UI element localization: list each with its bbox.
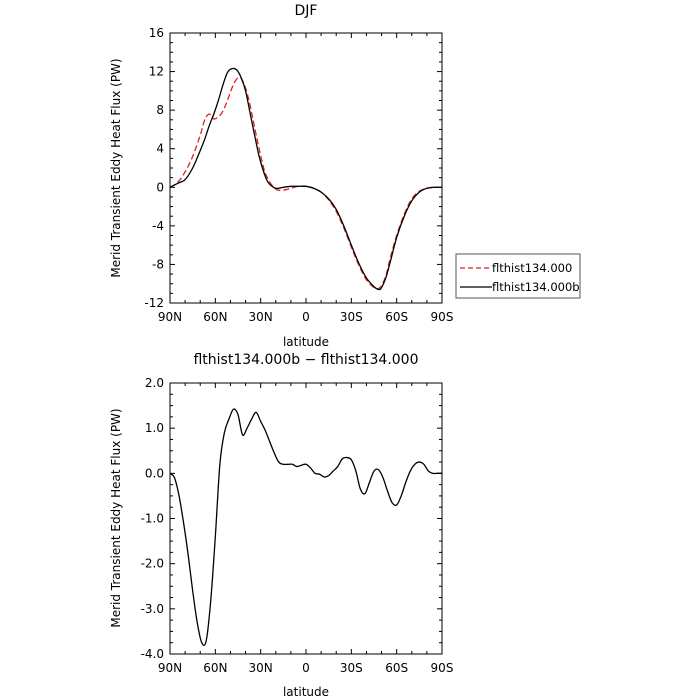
bottom-y-tick-label-6: 2.0 [145,376,164,390]
bottom-x-tick-labels: 90N 60N 30N 0 30S 60S 90S [158,661,454,675]
bottom-x-axis-label: latitude [283,685,329,699]
top-x-tick-label-2: 30N [249,310,273,324]
top-y-tick-label-1: -8 [152,257,164,271]
legend-label-series-1: flthist134.000 [492,261,572,275]
top-x-axis-label: latitude [283,335,329,349]
bottom-plot-frame [169,382,443,655]
bottom-y-tick-label-3: -1.0 [141,512,164,526]
bottom-y-tick-label-1: -3.0 [141,602,164,616]
bottom-series-lines [169,408,443,647]
top-x-tick-labels: 90N 60N 30N 0 30S 60S 90S [158,310,454,324]
bottom-y-tick-label-0: -4.0 [141,647,164,661]
bottom-x-tick-label-1: 60N [203,661,227,675]
top-y-tick-label-3: 0 [156,180,164,194]
bottom-x-tick-label-6: 90S [431,661,454,675]
legend: flthist134.000 flthist134.000b [455,253,581,299]
bottom-y-tick-label-2: -2.0 [141,557,164,571]
bottom-chart-title: flthist134.000b − flthist134.000 [193,352,418,368]
top-y-tick-label-7: 16 [149,26,164,40]
top-y-tick-label-0: -12 [144,296,164,310]
bottom-y-axis-label: Merid Transient Eddy Heat Flux (PW) [109,408,123,627]
bottom-y-tick-label-4: 0.0 [145,466,164,480]
bottom-grid-ticks [169,382,443,655]
bottom-y-tick-labels: -4.0 -3.0 -2.0 -1.0 0.0 1.0 2.0 [141,376,164,661]
bottom-x-tick-label-0: 90N [158,661,182,675]
top-x-tick-label-1: 60N [203,310,227,324]
legend-label-series-2: flthist134.000b [492,280,580,294]
bottom-x-tick-label-5: 60S [385,661,408,675]
top-chart-title: DJF [295,3,318,19]
top-grid-ticks [169,32,443,304]
top-panel: DJF 90N 60N 30N 0 30S 60S 90S -12 -8 -4 0 4 8 12 16 l… [109,3,581,349]
top-x-tick-label-4: 30S [340,310,363,324]
top-y-tick-label-5: 8 [156,103,164,117]
top-plot-frame [169,32,443,304]
top-y-tick-label-2: -4 [152,219,164,233]
top-x-tick-label-6: 90S [431,310,454,324]
top-y-tick-label-4: 4 [156,142,164,156]
bottom-y-tick-label-5: 1.0 [145,421,164,435]
bottom-x-tick-label-2: 30N [249,661,273,675]
top-series-line-2 [169,67,443,291]
bottom-panel: flthist134.000b − flthist134.000 90N 60N 3… [109,352,453,699]
top-y-axis-label: Merid Transient Eddy Heat Flux (PW) [109,58,123,277]
top-y-tick-label-6: 12 [149,65,164,79]
top-series-line-1 [169,76,443,290]
bottom-x-tick-label-4: 30S [340,661,363,675]
top-x-tick-label-0: 90N [158,310,182,324]
top-y-tick-labels: -12 -8 -4 0 4 8 12 16 [144,26,164,310]
bottom-x-tick-label-3: 0 [302,661,310,675]
bottom-series-line-1 [169,408,443,647]
top-series-lines [169,67,443,291]
top-x-tick-label-3: 0 [302,310,310,324]
legend-box [455,253,581,299]
top-x-tick-label-5: 60S [385,310,408,324]
